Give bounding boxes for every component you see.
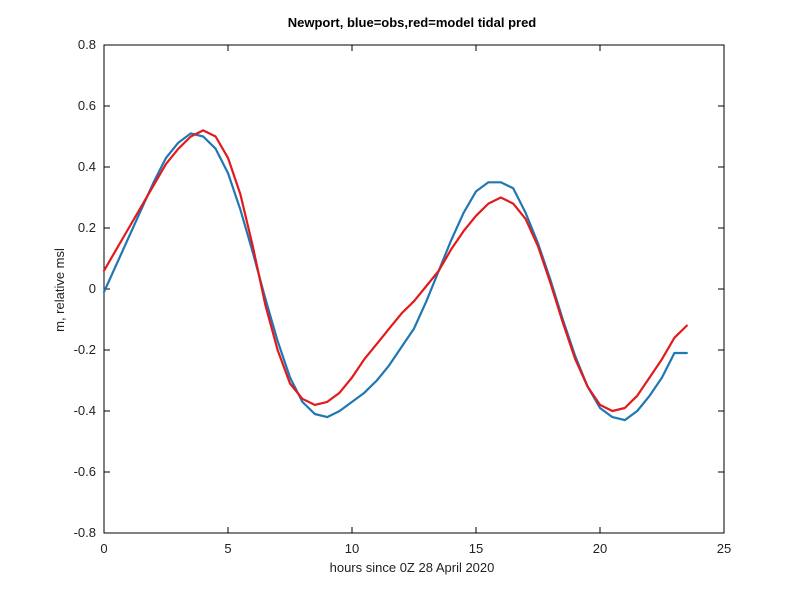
y-tick-label: -0.4 xyxy=(74,403,96,418)
obs-series-line xyxy=(102,132,688,422)
chart-title: Newport, blue=obs,red=model tidal pred xyxy=(288,15,537,30)
plot-frame xyxy=(103,44,725,534)
y-tick-label: -0.2 xyxy=(74,342,96,357)
x-tick-label: 0 xyxy=(100,541,107,556)
y-tick-label: 0.8 xyxy=(78,37,96,52)
x-tick-label: 25 xyxy=(717,541,731,556)
x-tick-label: 15 xyxy=(469,541,483,556)
y-tick-label: 0.4 xyxy=(78,159,96,174)
x-axis-label: hours since 0Z 28 April 2020 xyxy=(330,560,495,575)
x-tick-label: 20 xyxy=(593,541,607,556)
axis-ticks: 0 5 10 15 20 25 -0.8 -0.6 -0.4 -0.2 0 0.2 0.4 0.6 0.8 xyxy=(74,37,732,556)
y-axis-label: m, relative msl xyxy=(52,248,67,332)
x-tick-label: 5 xyxy=(224,541,231,556)
y-tick-label: 0.2 xyxy=(78,220,96,235)
y-tick-label: 0.6 xyxy=(78,98,96,113)
y-tick-label: -0.6 xyxy=(74,464,96,479)
series-layer xyxy=(102,129,688,422)
x-tick-label: 10 xyxy=(345,541,359,556)
y-tick-label: -0.8 xyxy=(74,525,96,540)
model-series-line xyxy=(102,129,688,413)
y-tick-label: 0 xyxy=(89,281,96,296)
